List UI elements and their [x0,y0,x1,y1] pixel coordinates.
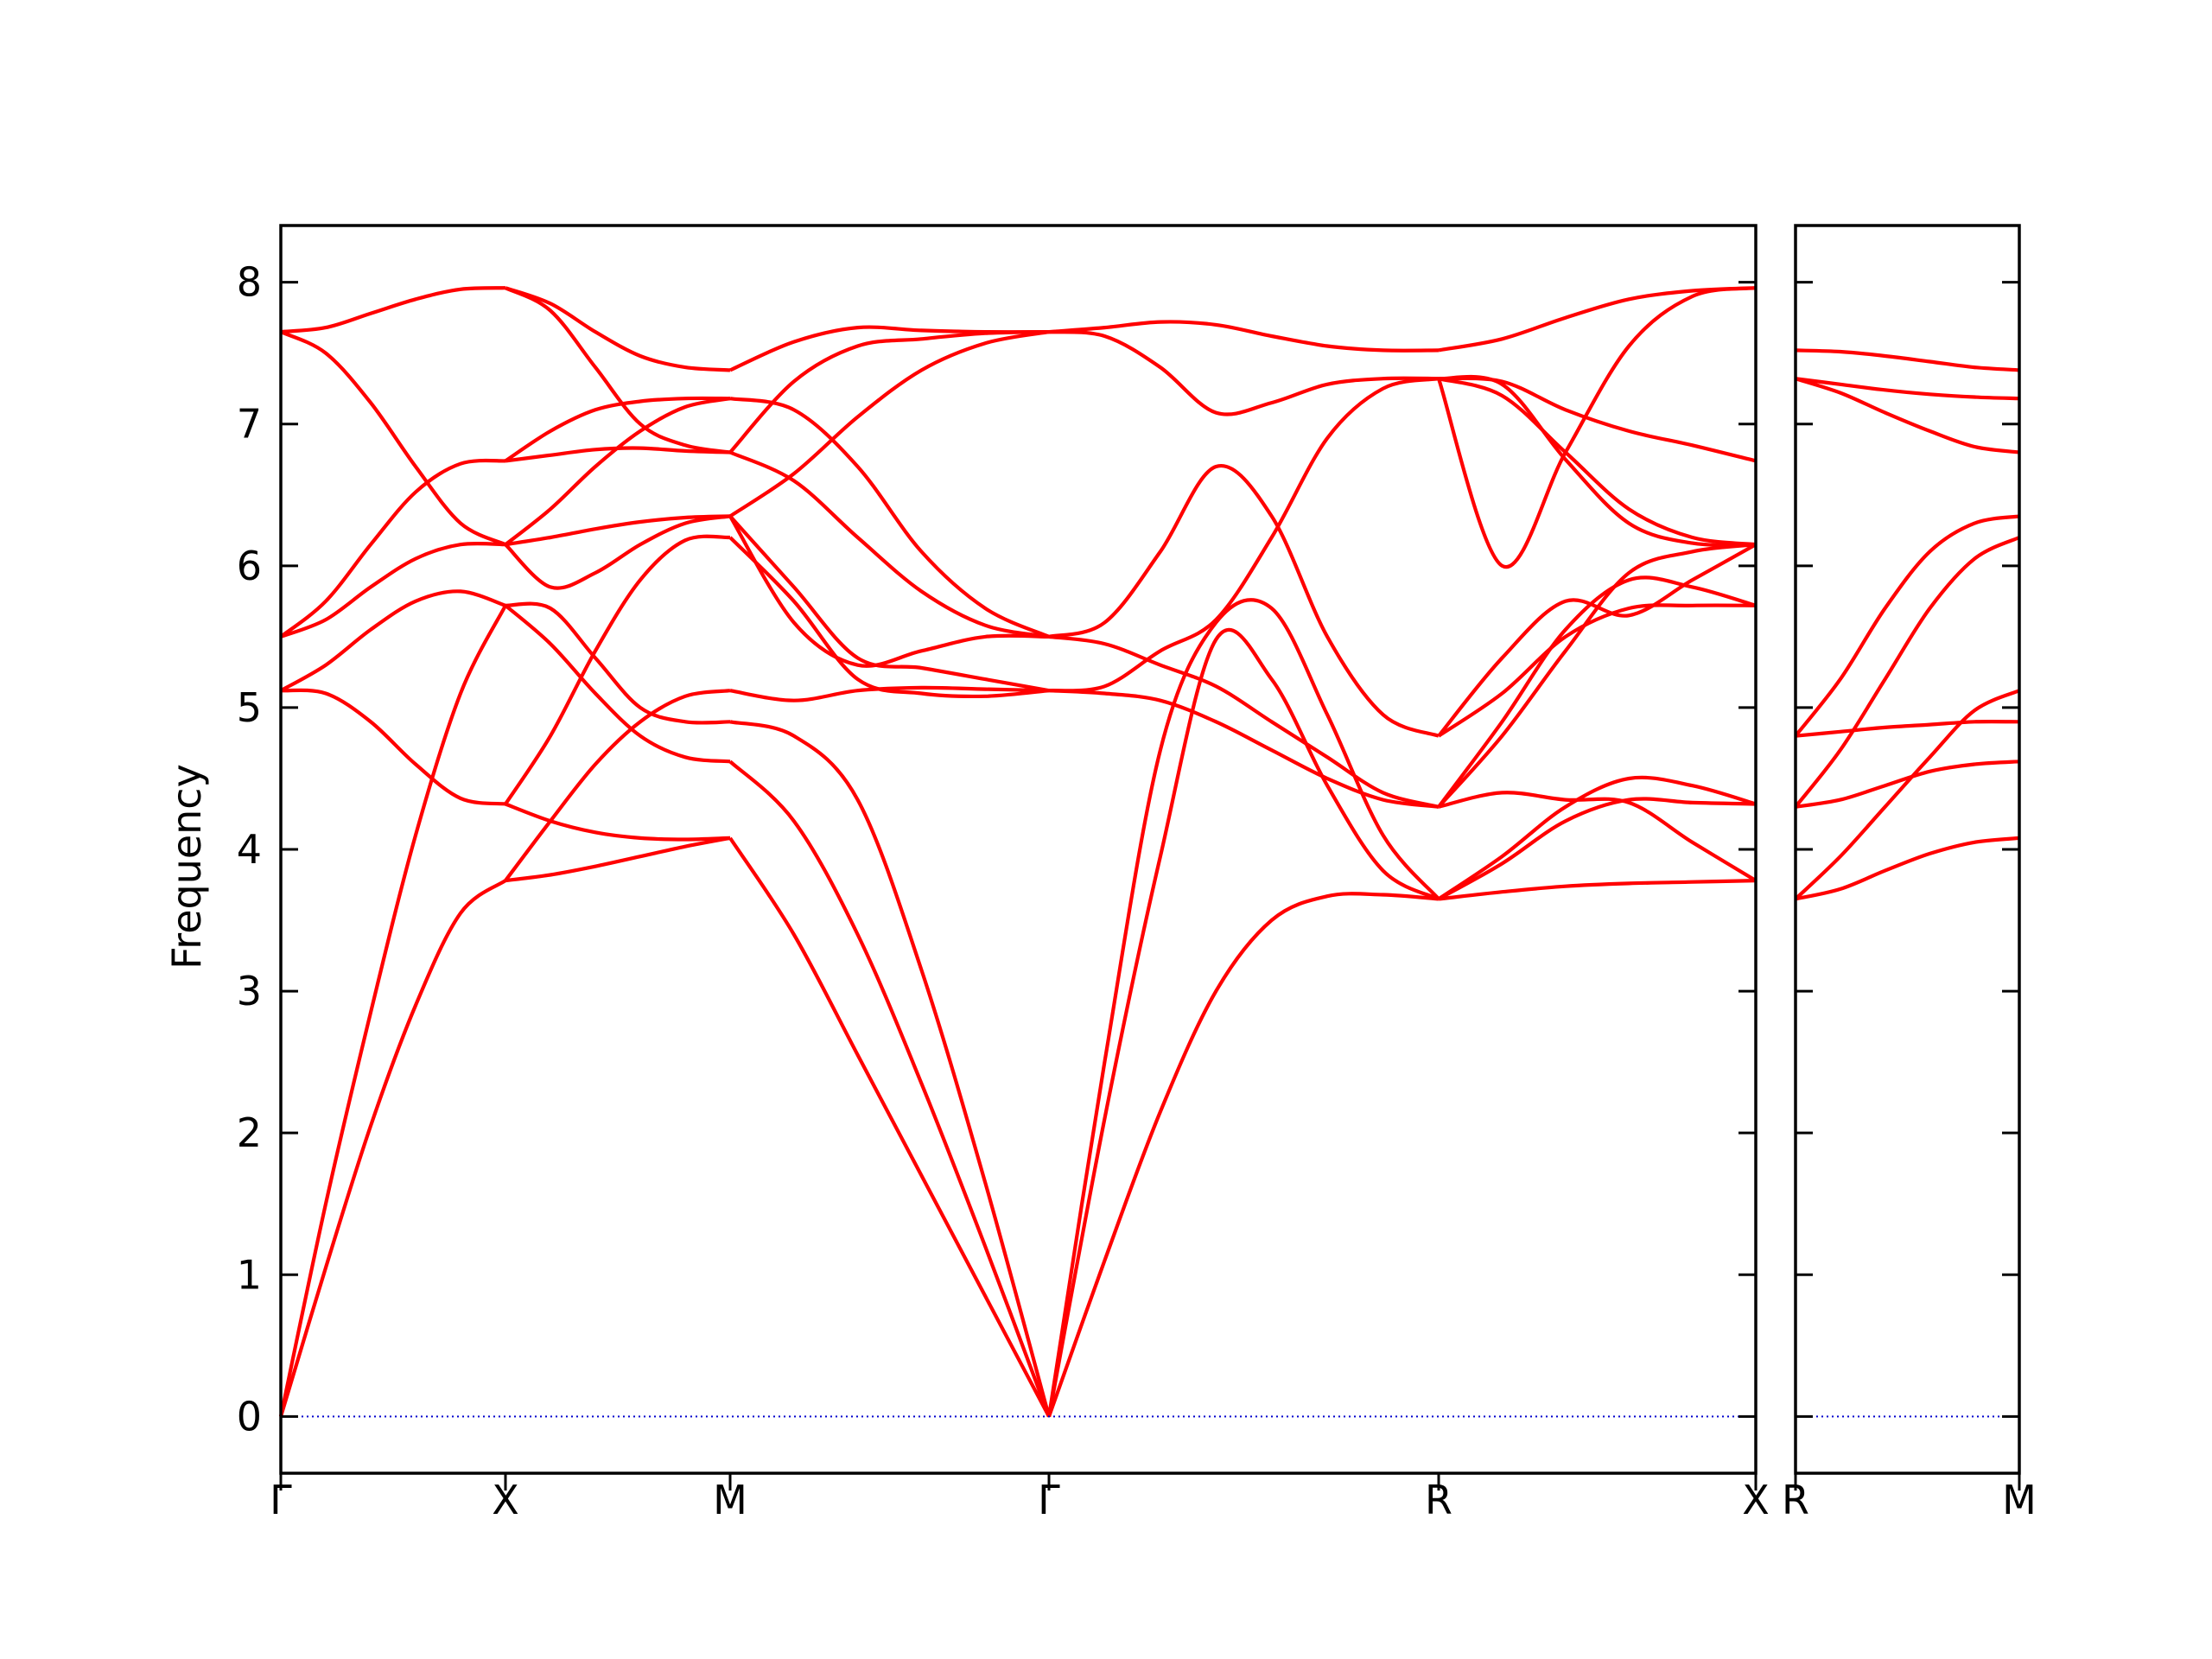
ytick-label-7: 7 [237,401,262,448]
right-band-seg0-5 [1794,514,2020,738]
main-band-seg2-4 [728,536,1050,699]
main-xtick-label-5: X [1742,1477,1770,1523]
ytick-label-8: 8 [237,259,262,306]
right-xtick-label-1: M [2002,1477,2037,1523]
main-band-seg4-1 [1437,797,1757,901]
main-band-seg1-2 [504,604,731,764]
main-band-seg1-0 [505,836,731,883]
main-band-seg1-7 [504,514,731,590]
main-band-seg4-6 [1437,543,1758,738]
ytick-label-5: 5 [237,684,262,731]
main-band-seg3-6 [1048,377,1440,693]
main-band-seg3-5 [1048,463,1440,738]
main-band-seg4-12 [1438,286,1757,353]
main-band-seg3-8 [1048,330,1440,416]
y-tick-labels: 0 1 2 3 4 5 6 7 8 [237,259,262,1440]
main-band-seg1-5 [504,534,731,805]
main-band-seg1-9 [504,397,731,546]
main-band-seg2-9 [728,330,1050,518]
main-band-seg0-2 [280,688,506,806]
main-band-seg0-4 [280,541,506,639]
ytick-label-1: 1 [237,1251,262,1298]
ytick-label-6: 6 [237,543,262,589]
right-band-seg0-0 [1795,836,2020,901]
ytick-label-0: 0 [237,1393,262,1440]
ytick-label-2: 2 [237,1109,262,1156]
right-panel-frame [1794,224,2021,1475]
main-xtick-label-4: R [1425,1477,1452,1523]
main-band-seg0-1 [278,604,507,1417]
main-band-seg3-7 [1048,320,1440,353]
main-band-seg4-3 [1438,791,1758,882]
main-band-seg1-6 [505,514,731,547]
main-band-seg3-3 [1048,689,1440,809]
main-band-seg2-3 [729,685,1050,702]
ytick-label-3: 3 [237,968,262,1014]
main-band-seg0-6 [280,330,506,547]
main-band-seg1-1 [505,802,731,842]
right-band-seg0-1 [1794,689,2020,900]
main-xtick-label-0: Γ [270,1477,292,1523]
main-band-seg2-6 [728,515,1050,668]
main-panel-frame [279,224,1758,1475]
main-band-seg1-10 [504,396,731,463]
main-panel-bands [278,286,1758,1418]
right-panel-ticks [1794,281,2021,1491]
main-band-seg2-1 [728,760,1051,1418]
main-band-seg1-11 [505,286,731,454]
main-band-seg4-2 [1437,775,1757,901]
main-panel-ticks [279,281,1758,1491]
main-band-seg1-3 [505,601,731,725]
main-band-seg0-0 [278,879,507,1418]
main-band-seg1-12 [505,286,731,372]
ytick-label-4: 4 [237,826,262,873]
main-band-seg2-7 [729,450,1050,639]
main-band-seg3-4 [1048,634,1440,809]
main-band-seg3-0 [1047,892,1440,1418]
right-band-seg0-2 [1795,760,2020,809]
main-band-seg3-1 [1046,627,1440,1417]
main-band-seg4-8 [1438,377,1757,547]
main-band-seg0-5 [279,458,506,639]
main-band-seg4-11 [1437,286,1757,569]
main-band-seg0-7 [280,286,506,334]
main-xtick-label-3: Γ [1038,1477,1060,1523]
main-band-seg4-10 [1438,374,1757,547]
y-axis-label: Frequency [163,764,210,969]
main-band-seg3-2 [1046,598,1440,1417]
main-band-seg2-2 [729,720,1052,1417]
main-band-seg4-7 [1437,543,1757,809]
main-xtick-label-1: X [492,1477,519,1523]
main-band-seg4-0 [1438,879,1757,901]
right-band-seg0-7 [1795,377,2020,401]
main-band-seg2-11 [728,330,1050,454]
main-band-seg4-5 [1437,603,1757,738]
right-panel-bands [1794,348,2020,901]
main-band-seg2-0 [728,836,1051,1418]
right-band-seg0-4 [1795,719,2020,738]
right-band-seg0-6 [1795,377,2020,454]
right-xtick-label-0: R [1782,1477,1809,1523]
main-panel: 0 1 2 3 4 5 6 7 8 Γ X M Γ R X [237,224,1770,1523]
right-band-seg0-3 [1794,536,2020,809]
main-band-seg0-3 [279,589,506,693]
main-band-seg2-8 [729,397,1050,639]
main-xtick-label-2: M [713,1477,747,1523]
main-band-seg4-4 [1437,575,1757,809]
main-band-seg1-4 [504,689,731,882]
right-band-seg0-8 [1795,348,2020,372]
